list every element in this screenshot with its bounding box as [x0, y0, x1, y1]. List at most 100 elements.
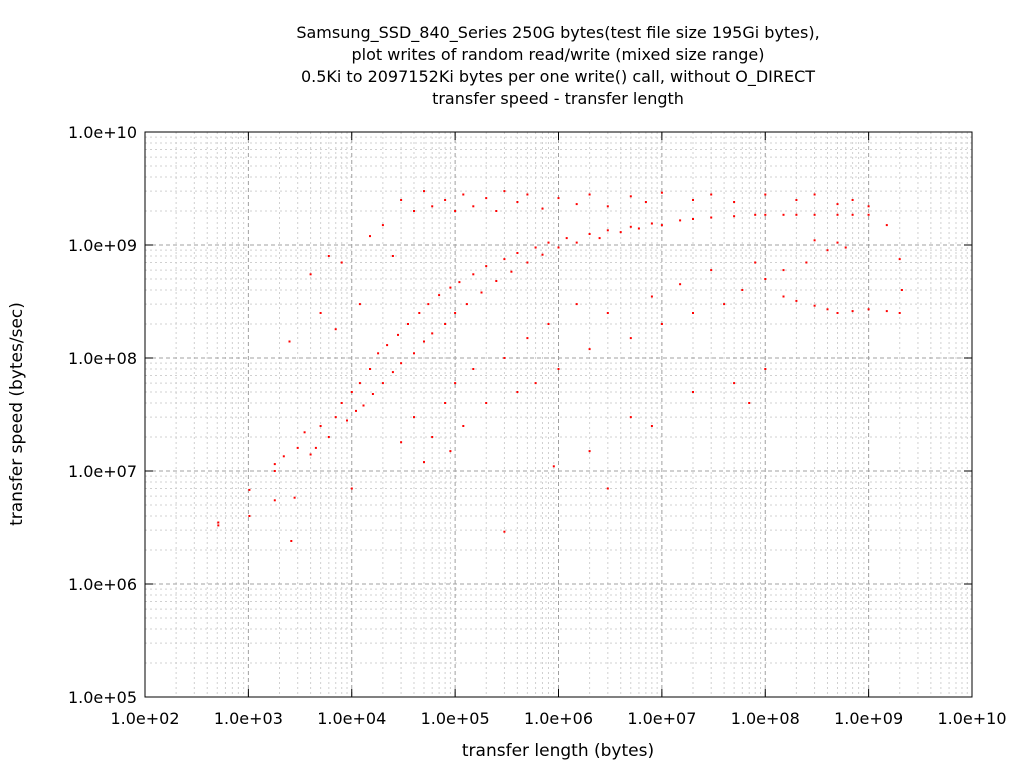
data-point [764, 278, 767, 280]
data-point [355, 409, 357, 412]
data-point [692, 391, 694, 393]
data-point [836, 203, 839, 206]
data-point [309, 273, 312, 276]
data-point [516, 201, 519, 203]
data-point [340, 402, 343, 404]
data-point [413, 416, 415, 419]
data-point [273, 470, 276, 472]
data-point [472, 273, 475, 276]
data-point [516, 391, 519, 393]
data-point [733, 382, 736, 385]
x-tick-label: 1.0e+06 [524, 709, 593, 728]
data-point [526, 261, 529, 264]
data-point [369, 235, 371, 238]
y-axis-ticks: 1.0e+05 1.0e+06 1.0e+07 1.0e+08 1.0e+09 1.0e+… [68, 123, 972, 707]
data-point [334, 416, 337, 419]
data-point [346, 419, 348, 422]
data-point [813, 239, 816, 242]
data-point [795, 199, 798, 201]
data-point [692, 199, 694, 201]
data-point [557, 197, 560, 200]
scatter-points [217, 190, 903, 542]
data-point [826, 249, 829, 252]
data-point [377, 352, 380, 355]
data-point [534, 382, 537, 385]
data-point [503, 258, 506, 261]
data-point [836, 312, 839, 314]
data-point [805, 261, 808, 264]
data-point [679, 283, 682, 286]
data-point [217, 521, 220, 524]
data-point [391, 255, 394, 257]
data-point [557, 246, 560, 249]
data-point [381, 382, 384, 385]
data-point [692, 312, 694, 314]
data-point [826, 308, 829, 311]
data-point [418, 312, 421, 314]
data-point [362, 404, 365, 407]
data-point [282, 455, 285, 458]
data-point [340, 261, 343, 264]
data-point [303, 431, 306, 434]
data-point [309, 453, 312, 456]
data-point [314, 446, 317, 449]
data-point [552, 465, 555, 468]
data-point [444, 199, 447, 201]
data-point [782, 213, 785, 216]
data-point [541, 253, 544, 256]
data-point [485, 265, 488, 268]
data-point [733, 201, 736, 203]
data-point [836, 241, 839, 244]
data-point [391, 371, 394, 374]
y-tick-label: 1.0e+10 [68, 123, 137, 142]
data-point [449, 286, 452, 289]
data-point [692, 218, 694, 220]
data-point [754, 261, 757, 264]
data-point [248, 515, 251, 517]
data-point [885, 310, 888, 313]
data-point [397, 333, 399, 336]
y-tick-label: 1.0e+09 [68, 236, 137, 255]
data-point [795, 213, 798, 216]
data-point [575, 203, 578, 206]
data-point [444, 402, 447, 404]
grid [144, 131, 973, 698]
y-axis-label: transfer speed (bytes/sec) [7, 302, 27, 526]
data-point [423, 461, 425, 464]
data-point [606, 229, 609, 232]
x-tick-label: 1.0e+09 [834, 709, 903, 728]
data-point [851, 213, 854, 216]
data-point [358, 382, 361, 385]
data-point [462, 425, 465, 427]
data-point [836, 213, 839, 216]
data-point [407, 323, 409, 325]
data-point [288, 340, 291, 343]
data-point [485, 197, 488, 200]
data-point [462, 193, 465, 196]
data-point [541, 207, 544, 210]
data-point [606, 487, 609, 490]
data-point [465, 303, 468, 306]
chart-title-line-1: Samsung_SSD_840_Series 250G bytes(test f… [296, 23, 819, 43]
data-point [423, 340, 425, 343]
data-point [588, 193, 591, 196]
data-point [588, 450, 591, 453]
data-point [629, 416, 632, 419]
data-point [547, 241, 550, 244]
data-point [660, 323, 663, 325]
data-point [534, 246, 537, 249]
data-point [449, 450, 452, 453]
data-point [431, 436, 434, 438]
data-point [660, 191, 663, 194]
data-point [851, 199, 854, 201]
x-tick-label: 1.0e+04 [317, 709, 386, 728]
data-point [327, 255, 330, 257]
data-point [764, 368, 767, 370]
x-tick-label: 1.0e+02 [110, 709, 179, 728]
data-point [400, 199, 403, 201]
data-point [526, 337, 529, 340]
data-point [867, 213, 870, 216]
data-point [358, 303, 361, 306]
